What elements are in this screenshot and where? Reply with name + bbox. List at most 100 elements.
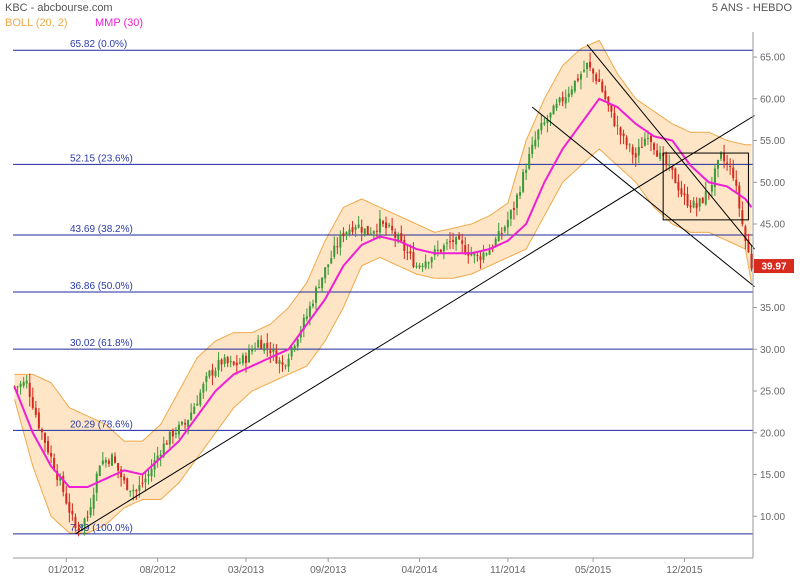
candle-body [117,463,120,471]
candle-body [232,361,235,365]
candle-body [187,420,190,427]
candle-body [336,246,339,248]
legend-mmp: MMP (30) [95,17,144,29]
candle-body [653,143,656,150]
candle-body [391,225,394,231]
candle-body [716,159,719,169]
candle-body [238,362,241,364]
candle-body [211,369,214,376]
candle-body [184,423,187,425]
candle-body [418,265,421,268]
candle-body [162,443,165,457]
mmp-line [13,97,753,489]
candle-body [56,470,59,480]
candle-body [558,97,561,103]
candle-body [123,476,126,481]
candle-body [226,357,229,364]
candle-body [53,457,56,471]
x-tick-label: 11/2014 [490,565,526,576]
x-tick-label: 12/2015 [666,565,703,576]
candle-body [92,494,95,509]
candle-body [144,478,147,483]
candle-body [290,346,293,357]
candle-body [704,191,707,205]
candle-body [147,473,150,477]
candle-body [415,266,418,268]
candle-body [366,225,369,235]
bollinger-lower [14,148,752,534]
candle-body [339,234,342,248]
candle-body [412,252,415,267]
candle-body [363,228,366,235]
candle-body [659,152,662,159]
candle-body [308,306,311,317]
candle-body [202,384,205,393]
candle-body [646,137,649,139]
candle-body [65,493,68,504]
candle-body [348,229,351,235]
candle-body [631,146,634,155]
y-tick-label: 50.00 [760,178,785,189]
consolidation-box [662,152,749,221]
candle-body [649,135,652,143]
candle-body [214,370,217,377]
candle-body [570,89,573,95]
x-tick-label: 01/2012 [48,565,85,576]
candle-body [409,251,412,254]
candle-body [522,171,525,192]
candle-body [582,69,585,72]
candle-body [223,357,226,364]
candle-body [455,237,458,245]
candle-body [83,518,86,526]
candle-body [269,350,272,354]
trendline-channel-upper [586,44,755,250]
candle-body [80,525,83,527]
candle-body [546,119,549,123]
candle-body [208,370,211,377]
candle-body [330,258,333,264]
candle-body [479,256,482,260]
candle-body [497,231,500,241]
y-tick-label: 55.00 [760,136,785,147]
candle-body [171,430,174,437]
candle-body [199,392,202,405]
candle-body [159,454,162,457]
candle-body [293,345,296,349]
candle-body [671,166,674,170]
candle-body [266,342,269,348]
candle-body [619,127,622,136]
candle-body [701,197,704,204]
candle-body [388,224,391,227]
candle-body [534,139,537,147]
candle-body [107,460,110,464]
candle-body [515,194,518,208]
candle-body [549,112,552,118]
candle-body [494,238,497,247]
candle-body [452,240,455,242]
candle-body [485,253,488,255]
candle-body [750,253,753,269]
candle-body [16,386,19,388]
y-tick-label: 15.00 [760,470,785,481]
candle-body [461,240,464,244]
candle-body [668,164,671,166]
legend-boll: BOLL (20, 2) [5,17,68,29]
candle-body [378,218,381,233]
candle-body [698,198,701,207]
candle-body [257,339,260,348]
candle-body [351,227,354,232]
candle-body [375,230,378,232]
candle-body [506,219,509,228]
candle-body [59,477,62,481]
candle-body [205,376,208,382]
bollinger-fill [14,40,752,533]
candle-body [284,365,287,367]
x-tick-label: 08/2012 [140,565,177,576]
fib-label-0: 65.82 (0.0%) [70,39,127,50]
candle-body [564,97,567,104]
candle-body [196,403,199,406]
candle-body [241,355,244,364]
candle-body [40,429,43,433]
candle-body [729,166,732,168]
